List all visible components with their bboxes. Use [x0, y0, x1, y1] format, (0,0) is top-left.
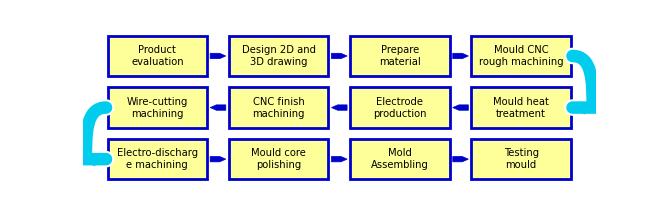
- Text: CNC finish
machining: CNC finish machining: [252, 96, 305, 119]
- FancyBboxPatch shape: [229, 139, 328, 179]
- Text: Wire-cutting
machining: Wire-cutting machining: [126, 96, 188, 119]
- Polygon shape: [332, 157, 347, 162]
- Polygon shape: [210, 105, 226, 110]
- Text: Mould heat
treatment: Mould heat treatment: [493, 96, 549, 119]
- FancyBboxPatch shape: [108, 88, 207, 128]
- FancyBboxPatch shape: [229, 88, 328, 128]
- Text: Testing
mould: Testing mould: [504, 148, 539, 170]
- FancyBboxPatch shape: [350, 139, 449, 179]
- FancyBboxPatch shape: [350, 36, 449, 76]
- Text: Prepare
material: Prepare material: [379, 45, 421, 67]
- FancyBboxPatch shape: [229, 36, 328, 76]
- Polygon shape: [453, 105, 469, 110]
- Text: Electro-discharg
e machining: Electro-discharg e machining: [117, 148, 198, 170]
- FancyBboxPatch shape: [471, 36, 571, 76]
- Text: Product
evaluation: Product evaluation: [131, 45, 183, 67]
- Text: Mould core
polishing: Mould core polishing: [251, 148, 306, 170]
- FancyBboxPatch shape: [108, 139, 207, 179]
- Polygon shape: [453, 53, 469, 59]
- Polygon shape: [210, 157, 226, 162]
- Polygon shape: [332, 105, 347, 110]
- FancyBboxPatch shape: [350, 88, 449, 128]
- FancyBboxPatch shape: [108, 36, 207, 76]
- Polygon shape: [210, 53, 226, 59]
- Text: Mould CNC
rough machining: Mould CNC rough machining: [479, 45, 563, 67]
- FancyBboxPatch shape: [471, 139, 571, 179]
- Text: Design 2D and
3D drawing: Design 2D and 3D drawing: [242, 45, 316, 67]
- Text: Mold
Assembling: Mold Assembling: [371, 148, 429, 170]
- Text: Electrode
production: Electrode production: [373, 96, 427, 119]
- Polygon shape: [453, 157, 469, 162]
- Polygon shape: [332, 53, 347, 59]
- FancyBboxPatch shape: [471, 88, 571, 128]
